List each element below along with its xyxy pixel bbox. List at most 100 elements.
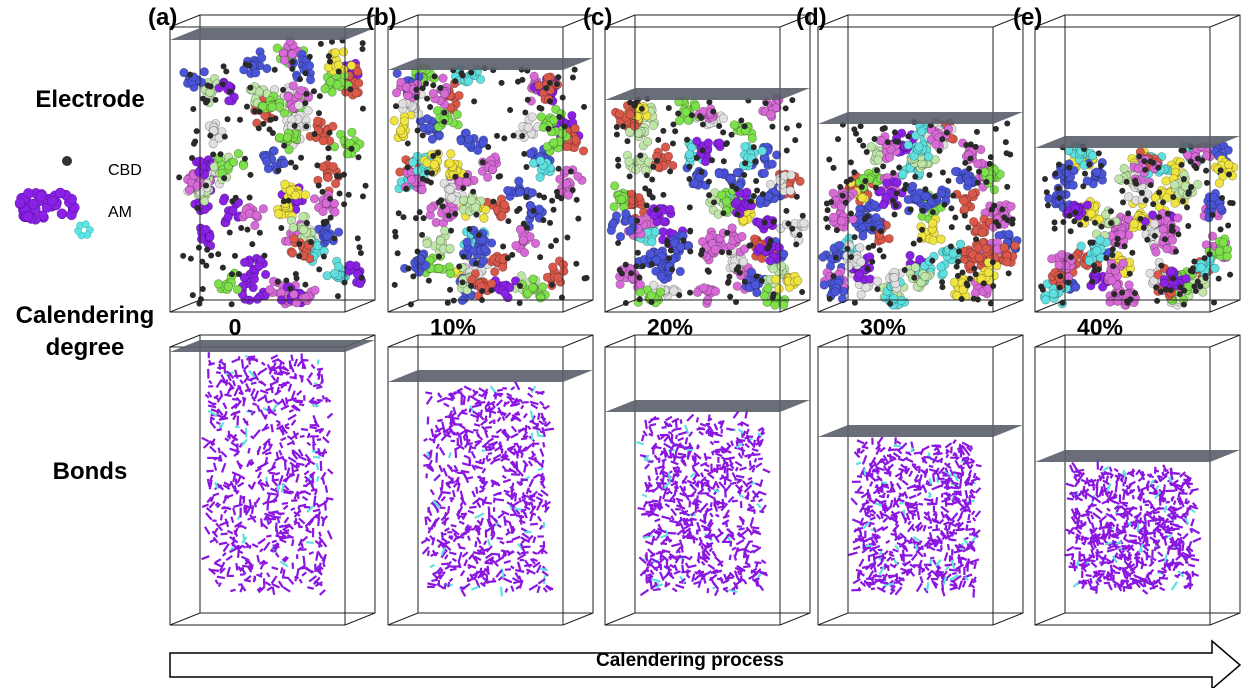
bond xyxy=(292,539,293,546)
bond xyxy=(457,473,465,474)
cbd-particle xyxy=(288,160,294,166)
bond xyxy=(699,432,703,435)
cbd-particle xyxy=(794,194,800,200)
cbd-particle xyxy=(452,174,458,180)
bond xyxy=(747,429,749,434)
bond xyxy=(319,532,321,537)
bond xyxy=(655,455,658,460)
cbd-particle xyxy=(346,192,352,198)
bond xyxy=(290,436,294,440)
bond xyxy=(529,498,535,501)
bond xyxy=(538,413,539,420)
particle xyxy=(390,116,399,125)
particle xyxy=(261,270,270,279)
cbd-particle xyxy=(220,81,226,87)
bond xyxy=(268,494,270,501)
bond xyxy=(748,541,753,542)
bond xyxy=(215,580,218,584)
bond xyxy=(272,567,278,569)
particle xyxy=(733,282,742,291)
bond xyxy=(649,424,656,426)
bond xyxy=(285,427,289,428)
bond xyxy=(434,523,435,527)
cbd-particle xyxy=(430,82,436,88)
particle xyxy=(766,110,775,119)
bond xyxy=(258,472,261,478)
bond xyxy=(279,450,281,455)
cbd-particle xyxy=(564,234,570,240)
bond xyxy=(497,390,503,391)
particle xyxy=(659,227,668,236)
bond xyxy=(718,503,725,504)
bond xyxy=(712,551,715,556)
cbd-particle xyxy=(800,213,806,219)
box-edge xyxy=(605,613,635,625)
particle xyxy=(467,196,476,205)
particle xyxy=(413,166,422,175)
bond xyxy=(743,423,749,426)
cbd-particle xyxy=(283,277,289,283)
bond xyxy=(314,496,315,506)
bond xyxy=(460,436,461,445)
cbd-particle xyxy=(257,230,263,236)
am-particle xyxy=(82,221,89,228)
cbd-particle xyxy=(204,247,210,253)
bond xyxy=(284,587,291,591)
bond xyxy=(288,457,296,462)
bond xyxy=(497,400,503,406)
bond xyxy=(226,380,227,386)
particle xyxy=(733,168,742,177)
bond xyxy=(474,424,480,426)
cbd-particle xyxy=(628,270,634,276)
cbd-particle xyxy=(725,280,731,286)
bond xyxy=(292,391,295,399)
cbd-particle xyxy=(363,183,369,189)
bond xyxy=(467,477,473,478)
cbd-particle xyxy=(341,201,347,207)
particle xyxy=(499,263,508,272)
bond xyxy=(256,498,260,503)
bond xyxy=(460,587,465,588)
particle xyxy=(446,269,455,278)
cbd-particle xyxy=(568,168,574,174)
bond xyxy=(663,490,666,499)
particle xyxy=(301,191,310,200)
cbd-particle xyxy=(461,254,467,260)
particle xyxy=(447,194,456,203)
bond xyxy=(271,424,272,432)
bond xyxy=(730,555,731,560)
bond xyxy=(745,444,749,448)
bond xyxy=(316,552,317,560)
bond xyxy=(257,464,265,468)
cbd-particle xyxy=(225,116,231,122)
cbd-particle xyxy=(194,128,200,134)
particle xyxy=(209,139,218,148)
cbd-particle xyxy=(307,54,313,60)
bond xyxy=(487,576,488,584)
cbd-particle xyxy=(237,117,243,123)
bond xyxy=(219,448,220,453)
bond xyxy=(267,493,276,494)
bond xyxy=(210,446,216,452)
bond xyxy=(258,396,266,401)
cbd-particle xyxy=(302,282,308,288)
particle xyxy=(571,124,580,133)
cbd-particle xyxy=(314,162,320,168)
bond xyxy=(701,473,703,477)
bond xyxy=(257,405,260,412)
bond xyxy=(748,507,754,509)
bond xyxy=(689,432,692,436)
bond xyxy=(521,402,528,403)
bond xyxy=(297,391,302,395)
cbd-particle xyxy=(496,174,502,180)
bond xyxy=(227,567,229,575)
cbd-particle xyxy=(754,187,760,193)
bond xyxy=(313,510,320,512)
particle xyxy=(711,245,720,254)
bond xyxy=(662,459,667,461)
bond xyxy=(648,490,654,491)
particle xyxy=(906,251,915,260)
cbd-particle xyxy=(485,144,491,150)
particle xyxy=(288,50,297,59)
cbd-particle xyxy=(176,174,182,180)
